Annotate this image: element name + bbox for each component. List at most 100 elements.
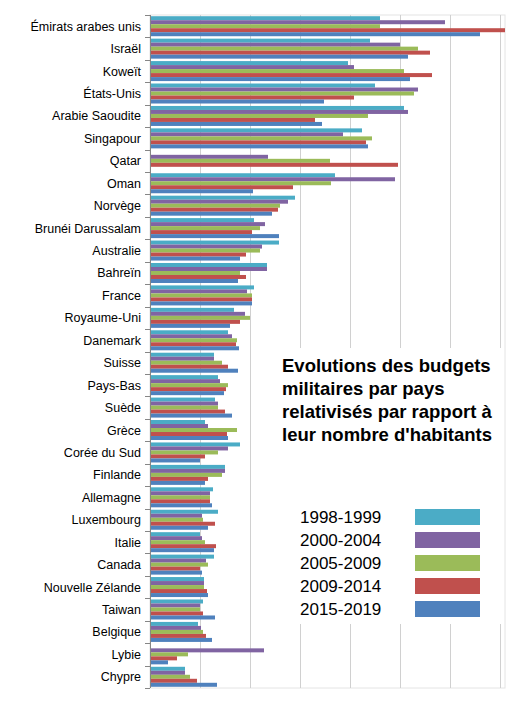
bar: [150, 375, 218, 379]
category-label: États-Unis: [83, 86, 141, 101]
category-axis: [150, 15, 151, 688]
bar: [150, 285, 254, 289]
bar: [150, 230, 252, 234]
category-label: Singapour: [84, 132, 141, 146]
bar: [150, 477, 208, 481]
bar: [150, 436, 228, 440]
category-tick: [145, 105, 150, 106]
bar: [150, 181, 331, 185]
bar: [150, 577, 204, 581]
category-label: Suède: [105, 401, 141, 415]
bar: [150, 353, 214, 357]
bar: [150, 361, 222, 365]
bar: [150, 118, 315, 122]
bar: [150, 106, 404, 110]
bar: [150, 406, 218, 410]
bar: [150, 599, 203, 603]
bar: [150, 308, 234, 312]
bar: [150, 675, 190, 679]
bar: [150, 458, 200, 462]
bar: [150, 603, 200, 607]
bar: [150, 450, 218, 454]
chart: Émirats arabes unisIsraëlKoweïtÉtats-Uni…: [0, 0, 531, 703]
legend-swatch: [415, 555, 480, 571]
bar: [150, 424, 208, 428]
bar: [150, 222, 265, 226]
bar: [150, 481, 205, 485]
bar: [150, 526, 208, 530]
bar: [150, 334, 232, 338]
bar: [150, 39, 370, 43]
category-tick: [145, 307, 150, 308]
bar: [150, 491, 210, 495]
bar: [150, 77, 410, 81]
bar: [150, 660, 168, 664]
bar: [150, 626, 201, 630]
bar: [150, 159, 330, 163]
category-label: Koweït: [103, 65, 142, 79]
bar: [150, 652, 188, 656]
bar: [150, 20, 445, 24]
bar: [150, 465, 225, 469]
category-tick: [145, 576, 150, 577]
bar: [150, 342, 236, 346]
bar: [150, 43, 400, 47]
plot-frame: [150, 15, 505, 688]
bar: [150, 234, 279, 238]
category-label: Taiwan: [102, 603, 141, 617]
bar: [150, 271, 240, 275]
bar: [150, 320, 240, 324]
bar: [150, 428, 237, 432]
legend-label: 2015-2019: [300, 600, 381, 619]
bar: [150, 128, 362, 132]
bar: [150, 536, 202, 540]
legend-label: 2005-2009: [300, 554, 381, 573]
bar: [150, 446, 228, 450]
category-label: Royaume-Uni: [65, 311, 141, 325]
bar: [150, 540, 205, 544]
category-label: Nouvelle Zélande: [44, 581, 141, 595]
category-tick: [145, 374, 150, 375]
bar: [150, 585, 204, 589]
bar: [150, 114, 368, 118]
bar: [150, 454, 205, 458]
bar: [150, 607, 200, 611]
bar: [150, 297, 252, 301]
category-tick: [145, 217, 150, 218]
bar: [150, 47, 418, 51]
category-label: Corée du Sud: [64, 446, 141, 460]
bar: [150, 96, 354, 100]
bar: [150, 257, 240, 261]
bar: [150, 241, 279, 245]
bar: [150, 555, 214, 559]
category-tick: [145, 172, 150, 173]
legend-swatch: [415, 532, 480, 548]
legend-label: 1998-1999: [300, 508, 381, 527]
bar: [150, 136, 372, 140]
category-label: Bahreïn: [97, 266, 141, 280]
bar: [150, 163, 398, 167]
bar: [150, 532, 200, 536]
bar: [150, 196, 295, 200]
bar: [150, 100, 324, 104]
bar: [150, 218, 254, 222]
bar: [150, 548, 214, 552]
bar: [150, 69, 404, 73]
category-label: Italie: [115, 536, 141, 550]
category-label: Grèce: [107, 424, 141, 438]
bar: [150, 279, 238, 283]
bar: [150, 189, 253, 193]
bar: [150, 316, 250, 320]
bar: [150, 61, 348, 65]
category-tick: [145, 464, 150, 465]
bar: [150, 88, 418, 92]
category-label: Pays-Bas: [88, 379, 142, 393]
bar: [150, 667, 185, 671]
category-label: Australie: [92, 244, 141, 258]
bar: [150, 514, 202, 518]
bar: [150, 357, 214, 361]
bar: [150, 289, 247, 293]
bar: [150, 65, 354, 69]
bar: [150, 503, 212, 507]
category-label: Danemark: [83, 334, 141, 348]
